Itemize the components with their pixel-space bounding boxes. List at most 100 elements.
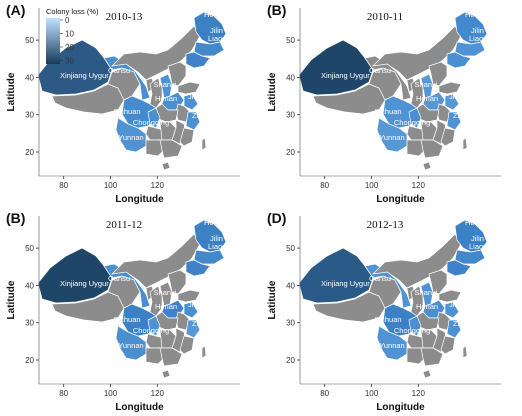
province-label-liaoning: Liaoning xyxy=(208,242,236,251)
province-yunnan xyxy=(376,325,408,361)
map-panel-b: (B) Xinjiang Uygur Gansu Heilongjiang Jilin L… xyxy=(261,0,522,208)
province-label-xinjiang: Xinjiang Uygur xyxy=(321,71,370,80)
province-label-zhejiang: Zhejiang xyxy=(453,319,482,328)
province-zhejiang xyxy=(185,111,201,131)
x-tick-label: 120 xyxy=(151,181,165,190)
province-shaanxi xyxy=(149,77,163,109)
map-svg-d: (D) Xinjiang UygurGansuHeilongjiangJilinL… xyxy=(267,210,506,413)
province-guangdong xyxy=(420,139,444,159)
province-label-jilin: Jilin xyxy=(471,26,484,35)
province-label-zhejiang: Zhejiang xyxy=(453,111,482,120)
province-label-chongqing: Chongqing xyxy=(133,326,169,335)
y-axis-label: Latitude xyxy=(6,280,17,319)
panel-label: (D) xyxy=(267,210,286,226)
legend-tick-label: 10 xyxy=(65,30,74,39)
y-tick-label: 30 xyxy=(25,319,34,328)
y-axis-label: Latitude xyxy=(267,72,278,111)
province-label-liaoning: Liaoning xyxy=(469,242,497,251)
province-label-gansu: Gansu xyxy=(369,274,391,283)
x-axis-label: Longitude xyxy=(376,194,425,205)
province-label-jiangsu: Jiangsu xyxy=(449,300,475,309)
x-tick-label: 120 xyxy=(151,389,165,398)
province-label-henan: Henan xyxy=(416,302,438,311)
province-label-chongqing: Chongqing xyxy=(394,326,430,335)
y-axis-label: Latitude xyxy=(267,280,278,319)
map-svg-c: (B)Xinjiang UygurGansuHeilongjiangJilinL… xyxy=(6,210,245,413)
x-tick-label: 120 xyxy=(412,389,426,398)
province-chongqing xyxy=(408,315,422,337)
map-svg-b: (B) Xinjiang UygurGansuHeilongjiangJilinL… xyxy=(267,2,506,205)
province-label-shanxi: Shanxi xyxy=(154,288,177,297)
province-label-yunnan: Yunnan xyxy=(118,133,143,142)
province-label-yunnan: Yunnan xyxy=(118,341,143,350)
province-fujian xyxy=(440,335,456,355)
province-hebei xyxy=(428,269,448,295)
province-tibet xyxy=(312,291,386,323)
province-jiangsu xyxy=(444,301,460,319)
y-tick-label: 30 xyxy=(25,111,34,120)
province-fujian xyxy=(179,127,195,147)
province-zhejiang xyxy=(185,319,201,339)
province-zhejiang xyxy=(446,319,462,339)
province-label-zhejiang: Zhejiang xyxy=(192,319,221,328)
province-liaoning xyxy=(185,259,211,277)
panel-label: (A) xyxy=(6,2,25,18)
province-label-chongqing: Chongqing xyxy=(133,118,169,127)
map-panel-a: (A) Xinjiang Uygur Gansu Heilongjiang Jilin L… xyxy=(0,0,261,208)
province-chongqing xyxy=(147,107,161,129)
province-label-yunnan: Yunnan xyxy=(379,133,404,142)
y-tick-label: 50 xyxy=(25,244,34,253)
y-tick-label: 40 xyxy=(25,73,34,82)
province-fujian xyxy=(440,127,456,147)
y-tick-label: 50 xyxy=(286,244,295,253)
panel-title: 2012-13 xyxy=(367,219,404,231)
province-label-jiangsu: Jiangsu xyxy=(188,300,214,309)
x-tick-label: 80 xyxy=(59,181,68,190)
province-label-xinjiang: Xinjiang Uygur xyxy=(321,279,370,288)
y-axis-label: Latitude xyxy=(6,72,17,111)
province-label-jilin: Jilin xyxy=(210,26,223,35)
panel-title: 2011-12 xyxy=(106,219,142,231)
province-label-zhejiang: Zhejiang xyxy=(192,111,221,120)
map-panel-d: (D) Xinjiang Uygur Gansu Heilongjiang Jilin L… xyxy=(261,208,522,416)
province-label-gansu: Gansu xyxy=(108,274,130,283)
province-taiwan xyxy=(462,137,468,151)
province-label-gansu: Gansu xyxy=(369,66,391,75)
province-hebei xyxy=(167,269,187,295)
panel-title: 2010-13 xyxy=(106,11,143,23)
province-label-shanxi: Shanxi xyxy=(154,80,177,89)
y-tick-label: 50 xyxy=(25,36,34,45)
colorbar-legend: Colony loss (%)0 10 20 30 xyxy=(46,7,99,66)
province-label-jiangsu: Jiangsu xyxy=(188,92,214,101)
province-label-henan: Henan xyxy=(155,94,177,103)
province-label-sichuan: Sichuan xyxy=(374,107,401,116)
province-hainan xyxy=(422,369,432,379)
provinces xyxy=(37,219,227,379)
y-tick-label: 30 xyxy=(286,111,295,120)
panel-label: (B) xyxy=(267,2,286,18)
province-taiwan xyxy=(201,137,207,151)
province-hebei xyxy=(428,61,448,87)
province-label-gansu: Gansu xyxy=(108,66,130,75)
province-label-jiangsu: Jiangsu xyxy=(449,92,475,101)
province-zhejiang xyxy=(446,111,462,131)
province-label-liaoning: Liaoning xyxy=(208,34,236,43)
province-jiangsu xyxy=(183,301,199,319)
x-tick-label: 80 xyxy=(320,181,329,190)
province-hainan xyxy=(161,161,171,171)
y-tick-label: 20 xyxy=(286,356,295,365)
y-tick-label: 40 xyxy=(286,73,295,82)
x-axis-label: Longitude xyxy=(376,402,425,413)
province-label-heilongjiang: Heilongjiang xyxy=(204,10,245,19)
panel-title: 2010-11 xyxy=(367,11,403,23)
province-taiwan xyxy=(201,345,207,359)
province-chongqing xyxy=(147,315,161,337)
province-heilongjiang xyxy=(193,11,227,45)
province-shaanxi xyxy=(410,77,424,109)
province-label-jilin: Jilin xyxy=(210,234,223,243)
province-tibet xyxy=(312,83,386,115)
